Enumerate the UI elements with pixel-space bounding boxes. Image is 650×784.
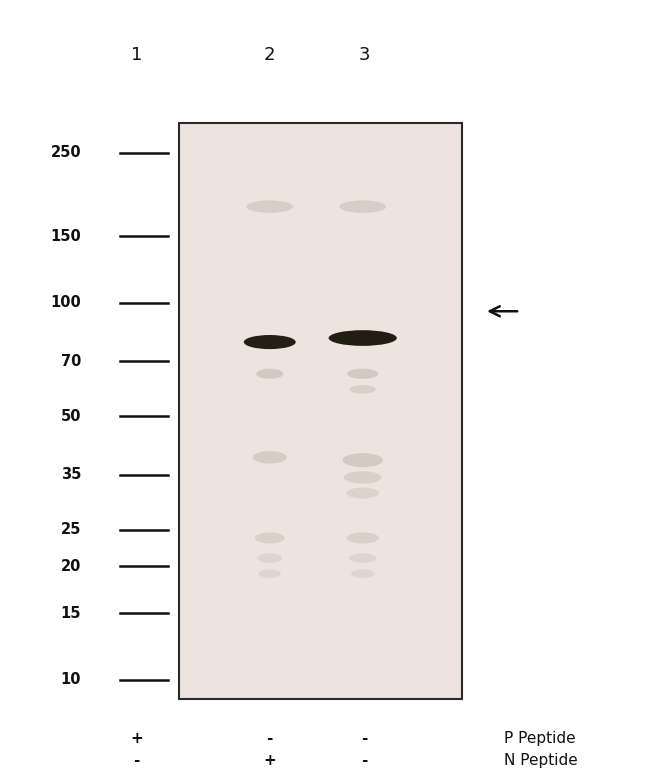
Ellipse shape	[349, 554, 376, 563]
Ellipse shape	[255, 532, 285, 543]
Text: P Peptide: P Peptide	[504, 731, 575, 746]
Ellipse shape	[351, 569, 374, 578]
Ellipse shape	[244, 335, 296, 349]
Ellipse shape	[256, 368, 283, 379]
Ellipse shape	[346, 532, 379, 543]
Ellipse shape	[246, 201, 293, 213]
Text: -: -	[361, 753, 367, 768]
Text: 10: 10	[60, 672, 81, 688]
Ellipse shape	[350, 385, 376, 394]
Ellipse shape	[253, 451, 287, 463]
Ellipse shape	[329, 330, 396, 346]
Text: 25: 25	[61, 522, 81, 537]
Text: 35: 35	[61, 467, 81, 482]
Ellipse shape	[259, 569, 281, 578]
Ellipse shape	[257, 554, 282, 563]
Text: -: -	[361, 731, 367, 746]
Text: 3: 3	[358, 46, 370, 64]
Text: +: +	[130, 731, 143, 746]
Text: -: -	[133, 753, 140, 768]
Text: 70: 70	[61, 354, 81, 368]
Text: 250: 250	[51, 145, 81, 161]
Ellipse shape	[346, 488, 379, 499]
Ellipse shape	[347, 368, 378, 379]
Text: 100: 100	[51, 296, 81, 310]
Text: 20: 20	[61, 559, 81, 574]
Text: +: +	[263, 753, 276, 768]
Ellipse shape	[343, 453, 383, 467]
Text: 2: 2	[264, 46, 276, 64]
FancyBboxPatch shape	[179, 123, 462, 699]
Ellipse shape	[344, 471, 382, 484]
Text: -: -	[266, 731, 273, 746]
Text: 15: 15	[60, 606, 81, 621]
Ellipse shape	[339, 201, 386, 213]
Text: 50: 50	[60, 408, 81, 424]
Text: N Peptide: N Peptide	[504, 753, 577, 768]
Text: 1: 1	[131, 46, 142, 64]
Text: 150: 150	[51, 229, 81, 244]
